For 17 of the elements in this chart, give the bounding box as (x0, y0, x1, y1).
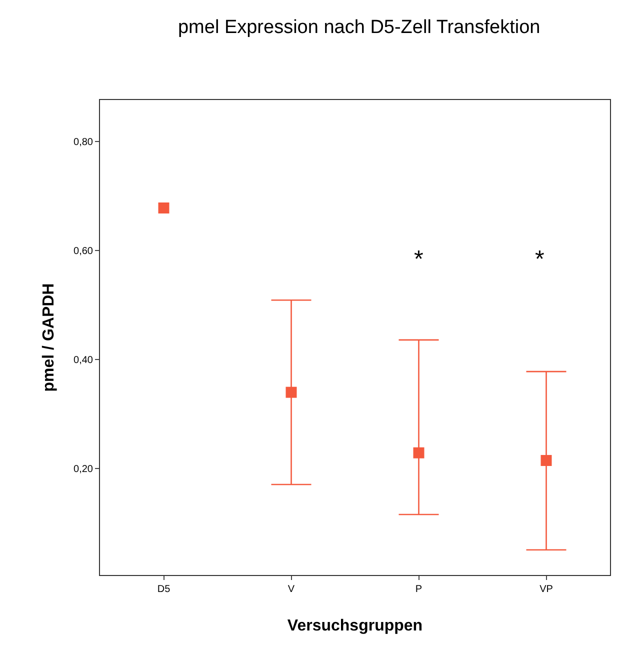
y-tick-label: 0,60 (74, 246, 94, 258)
x-tick-label: P (415, 584, 422, 595)
x-axis-title: Versuchsgruppen (287, 618, 423, 635)
point (286, 386, 297, 398)
point (158, 202, 170, 214)
x-tick-label: D5 (157, 584, 171, 595)
annotation: * (535, 246, 544, 273)
x-tick-label: VP (540, 584, 554, 595)
point (540, 454, 552, 466)
chart-title: pmel Expression nach D5-Zell Transfektion (178, 16, 540, 38)
annotation: * (414, 246, 424, 273)
y-tick-label: 0,40 (74, 355, 94, 366)
point (413, 447, 424, 458)
y-tick-label: 0,80 (74, 136, 94, 148)
x-tick-label: V (288, 584, 295, 595)
y-tick-label: 0,20 (74, 464, 94, 476)
y-axis-title: pmel / GAPDH (40, 283, 58, 392)
